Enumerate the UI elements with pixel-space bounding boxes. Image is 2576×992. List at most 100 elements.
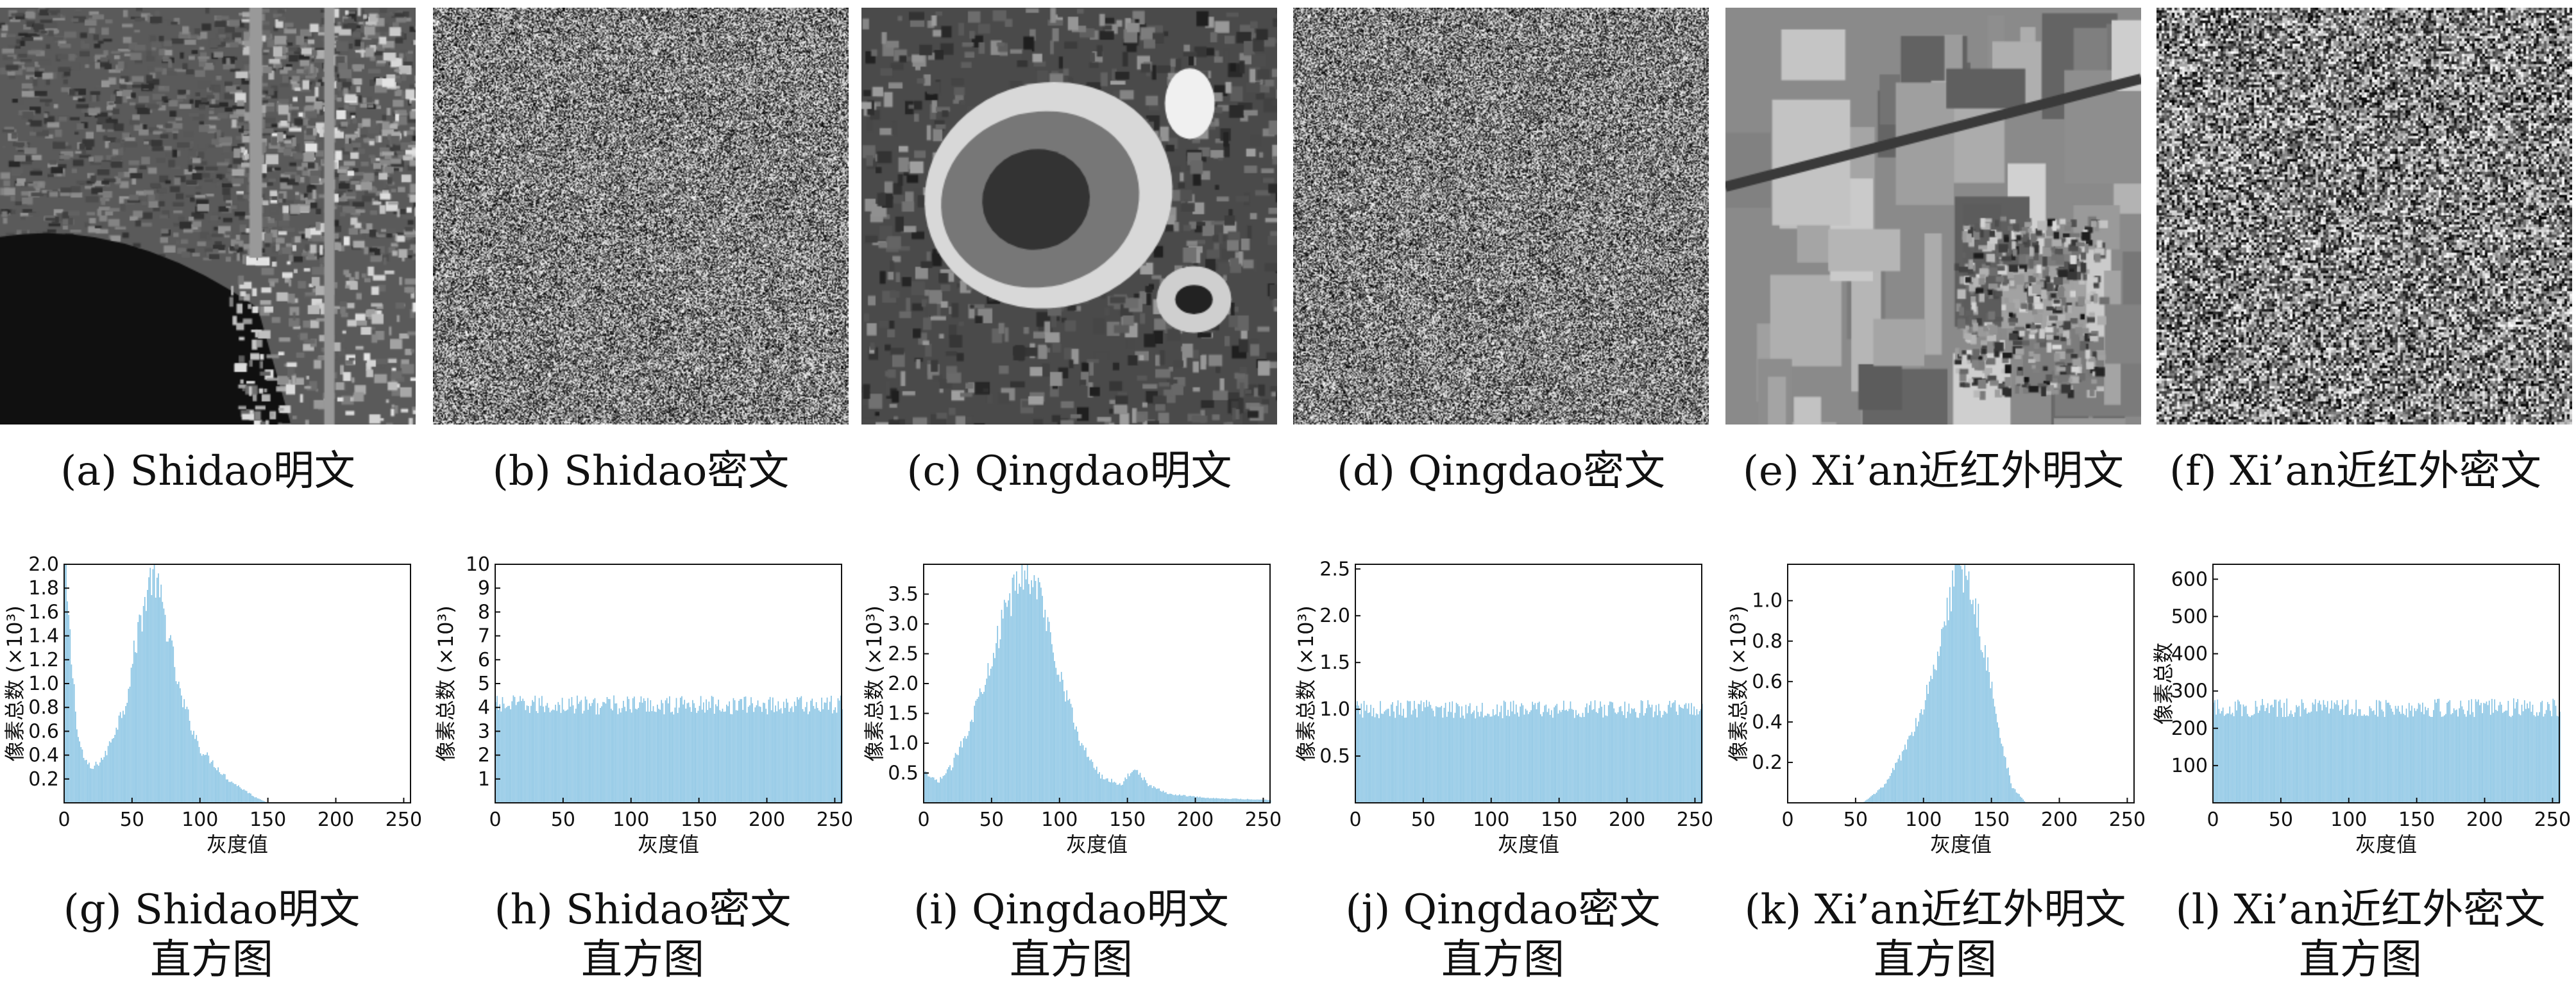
histogram-bar [1518,716,1520,803]
y-tick-label: 1.0 [1752,590,1783,612]
histogram-bar [695,707,696,803]
y-tick-label: 0.6 [1752,671,1783,693]
histogram-bar [750,697,752,803]
histogram-bar [575,709,577,803]
histogram-bar [1872,795,1873,803]
histogram-bar [1012,577,1013,803]
histogram-bar [1515,704,1517,803]
histogram-bar [1082,745,1084,803]
histogram-bar [525,710,527,803]
histogram-bar [1620,706,1622,803]
histogram-bar [2396,709,2398,803]
histogram-bar [675,698,677,803]
histogram-bar [817,708,818,803]
histogram-bar [1672,703,1674,803]
histogram-bar [2405,709,2407,803]
histogram-bar [1051,644,1053,803]
y-tick-label: 2.5 [1319,558,1350,580]
histogram-bar [76,729,78,803]
y-tick-label: 600 [2171,568,2208,591]
histogram-bar [2509,716,2511,803]
histogram-bar [781,713,783,803]
histogram-bar [1598,708,1600,803]
histogram-bar [1965,575,1967,803]
histogram-bar [94,765,96,803]
histogram-bar [1153,786,1155,803]
histogram-bar [690,712,692,803]
histogram-bar [707,710,709,803]
histogram-bar [659,709,661,803]
caption-l-line1: (l) Xi’an近红外密文 [2175,886,2546,934]
histogram-bar [2394,705,2396,803]
histogram-bar [1656,705,1657,803]
histogram-bar [1157,788,1158,803]
histogram-bar [1087,757,1088,803]
histogram-bar [1579,716,1581,803]
histogram-bar [557,702,559,803]
x-tick-label: 250 [2534,809,2571,831]
histogram-bar [666,698,668,803]
histogram-bar [2269,705,2271,803]
histogram-bar [1441,705,1443,803]
histogram-bar [2426,710,2428,803]
histogram-bar [2365,716,2366,803]
histogram-bar [1196,796,1198,803]
histogram-bar [719,710,721,803]
histogram-bar [998,648,1000,803]
histogram-bar [2223,716,2225,803]
histogram-bar [2522,711,2524,803]
histogram-bar [1946,598,1948,803]
histogram-bar [2362,716,2364,803]
histogram-bar [1657,715,1658,803]
histogram-bar [1907,739,1909,803]
y-tick-label: 0.2 [1752,752,1783,774]
histogram-bar [1358,705,1359,803]
histogram-bar [783,702,784,803]
histogram-bar [2010,783,2012,803]
histogram-bar [951,770,953,803]
histogram-bar [1199,796,1201,803]
histogram-bar [779,709,781,803]
histogram-bar [1970,604,1972,803]
histogram-bar [1062,680,1063,803]
histogram-bar [2250,717,2251,803]
histogram-bar [74,711,76,803]
shidao-cipher-image [433,8,849,425]
histogram-bar [742,710,744,803]
histogram-bar [536,710,538,803]
histogram-bar [1918,721,1919,803]
y-tick-label: 9 [478,577,490,600]
histogram-bar [1024,570,1026,803]
histogram-bar [504,708,506,803]
histogram-bar [568,698,570,803]
histogram-bar [1374,717,1376,803]
histogram-bar [101,757,102,803]
histogram-bar [254,797,256,803]
histogram-bar [1996,714,1997,803]
histogram-bar [745,696,747,803]
histogram-bar [1500,705,1502,803]
histogram-bar [2541,700,2543,803]
histogram-bar [1228,798,1230,803]
histogram-bar [701,709,703,803]
histogram-bar [648,711,650,803]
histogram-bar [2348,715,2350,803]
histogram-bar [2354,712,2355,803]
histogram-bar [672,711,673,803]
histogram-bar [1873,794,1875,803]
histogram-bar [2470,714,2471,803]
y-tick-label: 0.5 [888,762,919,785]
histogram-bar [1666,713,1668,803]
histogram-bar [1673,702,1675,803]
histogram-bar [2461,706,2463,803]
histogram-bar [974,705,976,803]
histogram-bar [2479,705,2480,803]
histogram-bar [2285,717,2286,803]
histogram-bar [1192,796,1194,803]
histogram-bar [510,709,511,803]
histogram-bar [726,704,727,803]
histogram-bar [1455,702,1457,803]
histogram-bar [2256,707,2258,803]
histogram-bar [539,705,541,803]
histogram-bar [1991,682,1993,803]
